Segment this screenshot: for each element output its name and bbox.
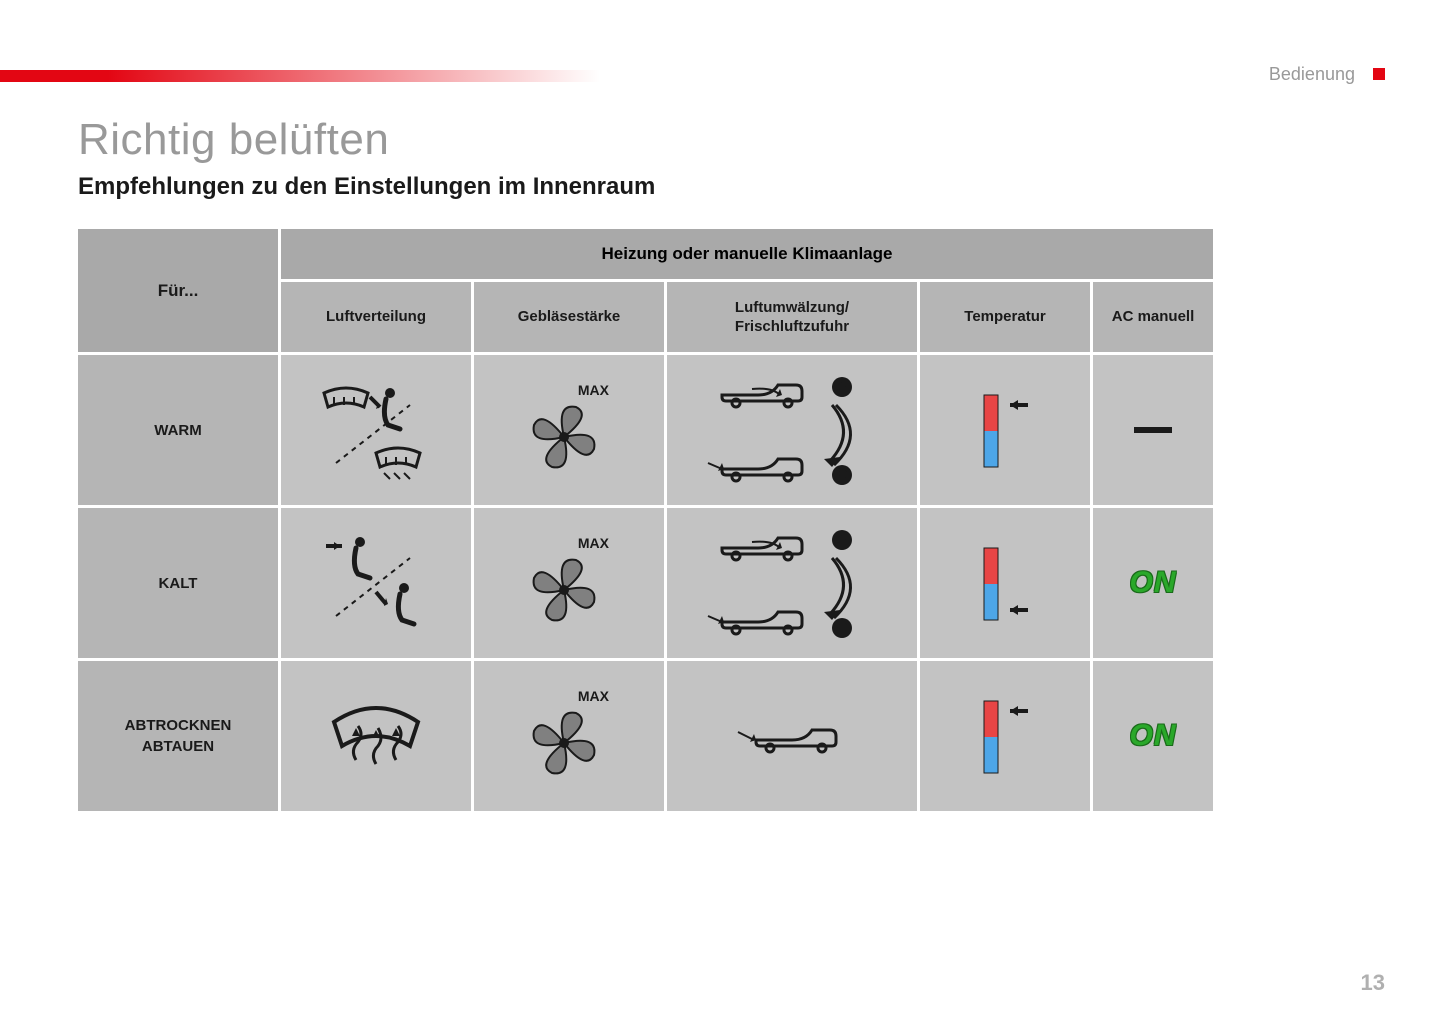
- page-subtitle: Empfehlungen zu den Einstellungen im Inn…: [78, 173, 1385, 201]
- accent-square-icon: [1373, 68, 1385, 80]
- settings-table: Für... Heizung oder manuelle Klimaanlage…: [78, 229, 1385, 811]
- dash-icon: [1134, 427, 1172, 433]
- row-label-kalt: KALT: [78, 508, 278, 658]
- fan-max-icon: MAX: [509, 375, 629, 485]
- warm-temp: [920, 355, 1090, 505]
- ac-on-label: ON: [1130, 719, 1177, 753]
- fan-max-icon: MAX: [509, 681, 629, 791]
- page-number: 13: [1361, 970, 1385, 996]
- svg-text:MAX: MAX: [578, 688, 610, 704]
- col-ac-manuell: AC manuell: [1093, 282, 1213, 352]
- warm-ac: [1093, 355, 1213, 505]
- kalt-temp: [920, 508, 1090, 658]
- svg-text:MAX: MAX: [578, 535, 610, 551]
- face-feet-split-icon: [306, 528, 446, 638]
- fan-max-icon: MAX: [509, 528, 629, 638]
- recirc-to-fresh-icon: 1 2: [692, 365, 892, 495]
- defrost-temp: [920, 661, 1090, 811]
- defrost-recirc: [667, 661, 917, 811]
- kalt-ac: ON: [1093, 508, 1213, 658]
- kalt-air-dist: [281, 508, 471, 658]
- header-bar: Bedienung: [0, 70, 1445, 90]
- svg-text:1: 1: [838, 533, 846, 549]
- warm-recirc: 1 2: [667, 355, 917, 505]
- defrost-fan: MAX: [474, 661, 664, 811]
- row-label-defrost: ABTROCKNENABTAUEN: [78, 661, 278, 811]
- ac-on-label: ON: [1130, 566, 1177, 600]
- warm-fan: MAX: [474, 355, 664, 505]
- temp-bar-cold-icon: [960, 528, 1050, 638]
- warm-air-dist: [281, 355, 471, 505]
- svg-text:2: 2: [837, 468, 846, 484]
- page-content: Richtig belüften Empfehlungen zu den Ein…: [78, 115, 1385, 811]
- group-header: Heizung oder manuelle Klimaanlage: [281, 229, 1213, 279]
- col-luftumwalzung: Luftumwälzung/Frischluftzufuhr: [667, 282, 917, 352]
- svg-text:2: 2: [837, 621, 846, 637]
- col-geblasestarke: Gebläsestärke: [474, 282, 664, 352]
- col-luftverteilung: Luftverteilung: [281, 282, 471, 352]
- kalt-recirc: 1 2: [667, 508, 917, 658]
- col-temperatur: Temperatur: [920, 282, 1090, 352]
- recirc-to-fresh-icon: 1 2: [692, 518, 892, 648]
- temp-bar-hot-icon: [960, 681, 1050, 791]
- defrost-air-dist: [281, 661, 471, 811]
- section-label: Bedienung: [1269, 64, 1355, 85]
- fan-max-label: MAX: [578, 382, 610, 398]
- temp-bar-hot-icon: [960, 375, 1050, 485]
- svg-text:1: 1: [838, 380, 846, 396]
- windshield-seat-split-icon: [306, 375, 446, 485]
- row-header-label: Für...: [78, 229, 278, 352]
- accent-gradient: [0, 70, 600, 82]
- fresh-air-only-icon: [722, 706, 862, 766]
- defrost-ac: ON: [1093, 661, 1213, 811]
- page-title: Richtig belüften: [78, 115, 1385, 165]
- defrost-icon: [316, 686, 436, 786]
- kalt-fan: MAX: [474, 508, 664, 658]
- row-label-warm: WARM: [78, 355, 278, 505]
